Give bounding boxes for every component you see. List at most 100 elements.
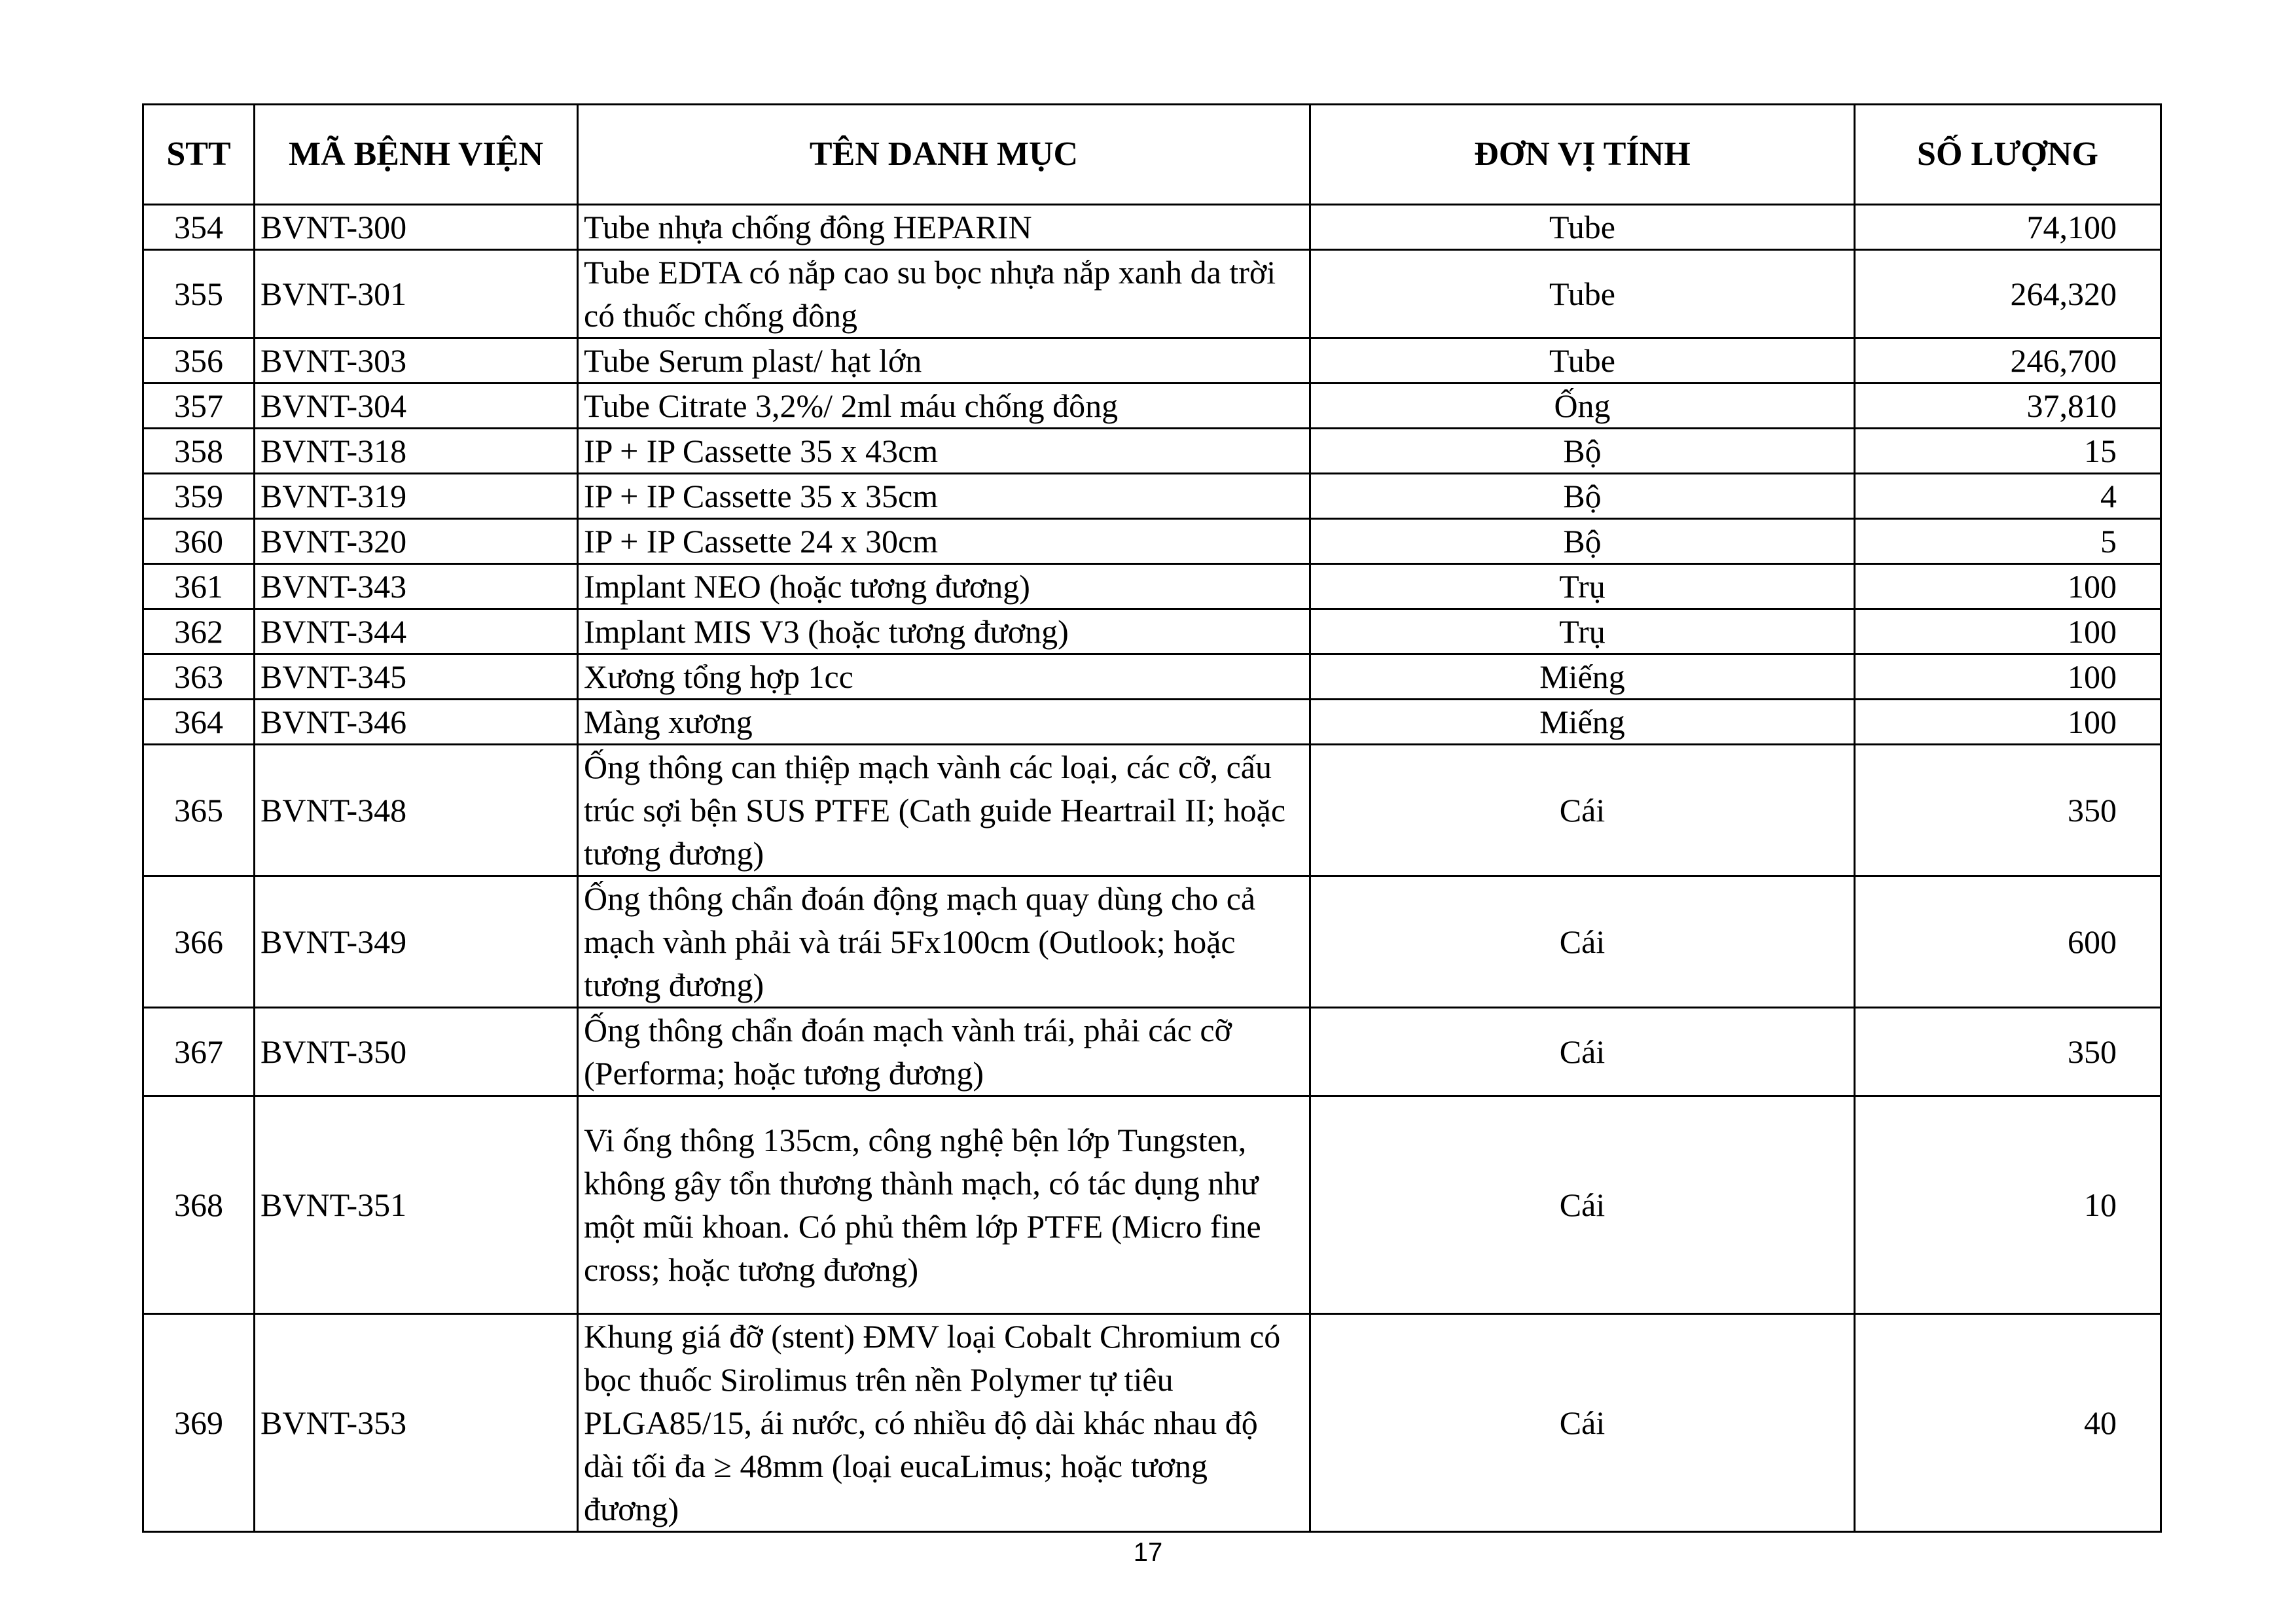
row-hospital-code: BVNT-348 [253, 743, 579, 877]
row-stt: 356 [142, 337, 255, 384]
table-header-row: STT MÃ BỆNH VIỆN TÊN DANH MỤC ĐƠN VỊ TÍN… [142, 103, 2162, 205]
row-quantity: 100 [1854, 563, 2162, 610]
row-hospital-code: BVNT-349 [253, 875, 579, 1008]
row-unit: Cái [1309, 1095, 1856, 1315]
row-item-name: Tube Serum plast/ hạt lớn [577, 337, 1311, 384]
row-unit: Tube [1309, 249, 1856, 339]
row-hospital-code: BVNT-350 [253, 1007, 579, 1097]
row-stt: 359 [142, 473, 255, 520]
row-quantity: 264,320 [1854, 249, 2162, 339]
row-unit: Bộ [1309, 518, 1856, 565]
row-stt: 367 [142, 1007, 255, 1097]
row-item-name: Vi ống thông 135cm, công nghệ bện lớp Tu… [577, 1095, 1311, 1315]
page-number: 17 [1133, 1538, 1163, 1567]
row-quantity: 74,100 [1854, 204, 2162, 251]
row-item-name: IP + IP Cassette 35 x 43cm [577, 427, 1311, 474]
row-stt: 364 [142, 698, 255, 745]
row-quantity: 100 [1854, 698, 2162, 745]
row-item-name: Khung giá đỡ (stent) ĐMV loại Cobalt Chr… [577, 1313, 1311, 1533]
row-quantity: 4 [1854, 473, 2162, 520]
table-row: 368 BVNT-351 Vi ống thông 135cm, công nghệ… [142, 1095, 2162, 1315]
row-item-name: Ống thông can thiệp mạch vành các loại, … [577, 743, 1311, 877]
row-unit: Miếng [1309, 698, 1856, 745]
header-quantity: SỐ LƯỢNG [1854, 103, 2162, 205]
row-stt: 358 [142, 427, 255, 474]
table-row: 362 BVNT-344 Implant MIS V3 (hoặc tương đư… [142, 608, 2162, 655]
row-stt: 369 [142, 1313, 255, 1533]
row-unit: Bộ [1309, 427, 1856, 474]
row-unit: Cái [1309, 1313, 1856, 1533]
table-row: 364 BVNT-346 Màng xương Miếng 100 [142, 698, 2162, 745]
row-stt: 363 [142, 653, 255, 700]
row-stt: 354 [142, 204, 255, 251]
table-row: 360 BVNT-320 IP + IP Cassette 24 x 30cm Bộ 5 [142, 518, 2162, 565]
row-hospital-code: BVNT-320 [253, 518, 579, 565]
row-item-name: Xương tổng hợp 1cc [577, 653, 1311, 700]
table-row: 367 BVNT-350 Ống thông chẩn đoán mạch vành… [142, 1007, 2162, 1097]
row-quantity: 350 [1854, 1007, 2162, 1097]
row-unit: Cái [1309, 743, 1856, 877]
row-stt: 366 [142, 875, 255, 1008]
row-unit: Tube [1309, 337, 1856, 384]
row-item-name: Ống thông chẩn đoán động mạch quay dùng … [577, 875, 1311, 1008]
table-row: 359 BVNT-319 IP + IP Cassette 35 x 35cm Bộ 4 [142, 473, 2162, 520]
row-quantity: 246,700 [1854, 337, 2162, 384]
row-hospital-code: BVNT-319 [253, 473, 579, 520]
header-stt: STT [142, 103, 255, 205]
row-hospital-code: BVNT-318 [253, 427, 579, 474]
row-item-name: Ống thông chẩn đoán mạch vành trái, phải… [577, 1007, 1311, 1097]
row-unit: Ống [1309, 382, 1856, 429]
row-quantity: 350 [1854, 743, 2162, 877]
row-quantity: 100 [1854, 653, 2162, 700]
row-unit: Cái [1309, 1007, 1856, 1097]
row-item-name: Implant NEO (hoặc tương đương) [577, 563, 1311, 610]
row-hospital-code: BVNT-301 [253, 249, 579, 339]
table-row: 361 BVNT-343 Implant NEO (hoặc tương đương… [142, 563, 2162, 610]
row-quantity: 15 [1854, 427, 2162, 474]
row-unit: Tube [1309, 204, 1856, 251]
items-table: STT MÃ BỆNH VIỆN TÊN DANH MỤC ĐƠN VỊ TÍN… [142, 103, 2162, 1533]
table-row: 365 BVNT-348 Ống thông can thiệp mạch vành… [142, 743, 2162, 877]
row-hospital-code: BVNT-346 [253, 698, 579, 745]
row-item-name: IP + IP Cassette 35 x 35cm [577, 473, 1311, 520]
table-row: 363 BVNT-345 Xương tổng hợp 1cc Miếng 100 [142, 653, 2162, 700]
row-hospital-code: BVNT-343 [253, 563, 579, 610]
row-unit: Miếng [1309, 653, 1856, 700]
row-item-name: Tube EDTA có nắp cao su bọc nhựa nắp xan… [577, 249, 1311, 339]
row-item-name: Màng xương [577, 698, 1311, 745]
row-quantity: 600 [1854, 875, 2162, 1008]
row-hospital-code: BVNT-300 [253, 204, 579, 251]
row-item-name: IP + IP Cassette 24 x 30cm [577, 518, 1311, 565]
row-stt: 365 [142, 743, 255, 877]
table-row: 356 BVNT-303 Tube Serum plast/ hạt lớn Tube… [142, 337, 2162, 384]
row-hospital-code: BVNT-304 [253, 382, 579, 429]
row-quantity: 5 [1854, 518, 2162, 565]
row-quantity: 40 [1854, 1313, 2162, 1533]
row-stt: 368 [142, 1095, 255, 1315]
row-unit: Trụ [1309, 608, 1856, 655]
table-row: 358 BVNT-318 IP + IP Cassette 35 x 43cm Bộ 1… [142, 427, 2162, 474]
row-hospital-code: BVNT-303 [253, 337, 579, 384]
row-hospital-code: BVNT-345 [253, 653, 579, 700]
row-stt: 360 [142, 518, 255, 565]
table-row: 355 BVNT-301 Tube EDTA có nắp cao su bọc n… [142, 249, 2162, 339]
row-hospital-code: BVNT-344 [253, 608, 579, 655]
table-row: 366 BVNT-349 Ống thông chẩn đoán động mạch… [142, 875, 2162, 1008]
row-quantity: 10 [1854, 1095, 2162, 1315]
header-item-name: TÊN DANH MỤC [577, 103, 1311, 205]
row-stt: 355 [142, 249, 255, 339]
row-unit: Trụ [1309, 563, 1856, 610]
row-item-name: Tube Citrate 3,2%/ 2ml máu chống đông [577, 382, 1311, 429]
header-unit: ĐƠN VỊ TÍNH [1309, 103, 1856, 205]
header-hospital-code: MÃ BỆNH VIỆN [253, 103, 579, 205]
row-stt: 361 [142, 563, 255, 610]
row-unit: Cái [1309, 875, 1856, 1008]
row-item-name: Tube nhựa chống đông HEPARIN [577, 204, 1311, 251]
row-quantity: 100 [1854, 608, 2162, 655]
row-stt: 362 [142, 608, 255, 655]
row-item-name: Implant MIS V3 (hoặc tương đương) [577, 608, 1311, 655]
table-row: 357 BVNT-304 Tube Citrate 3,2%/ 2ml máu ch… [142, 382, 2162, 429]
row-quantity: 37,810 [1854, 382, 2162, 429]
table-row: 369 BVNT-353 Khung giá đỡ (stent) ĐMV loại… [142, 1313, 2162, 1533]
row-unit: Bộ [1309, 473, 1856, 520]
